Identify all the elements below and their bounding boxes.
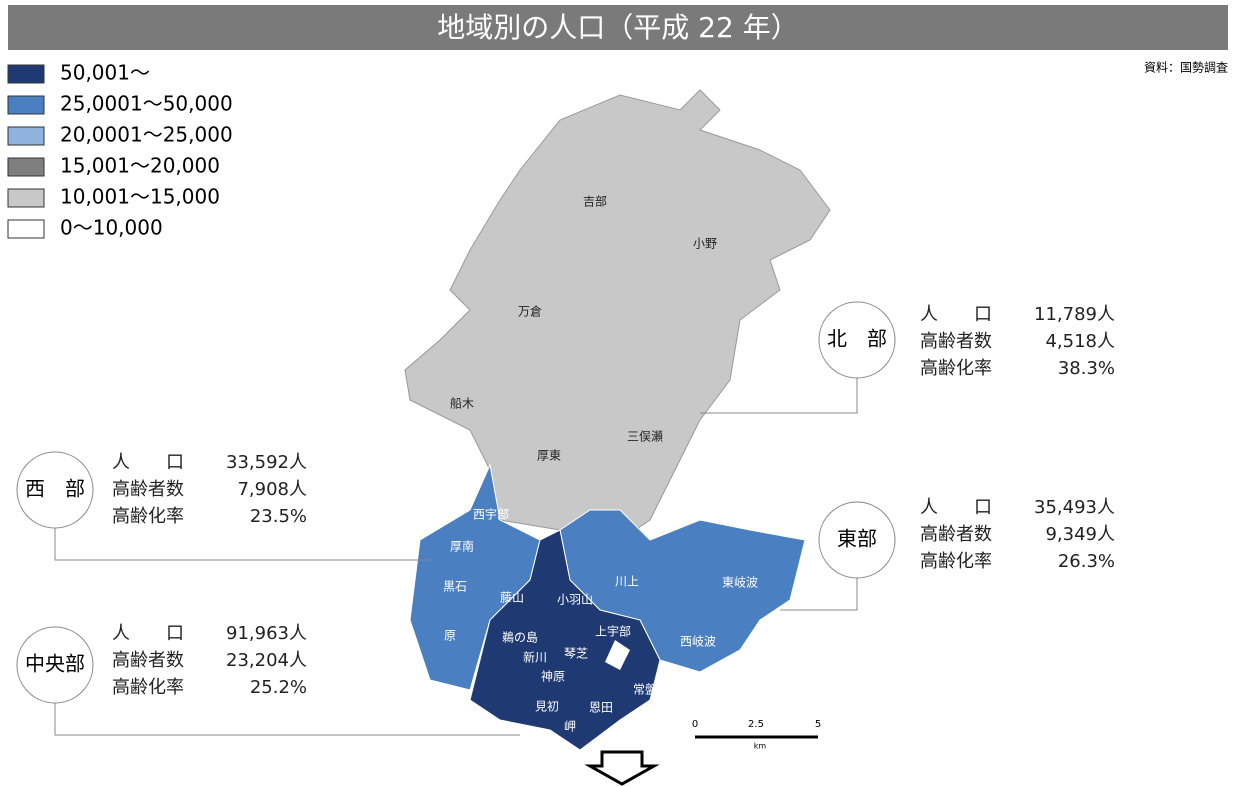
leader-line	[780, 578, 858, 611]
source: 資料：国勢調査	[1144, 60, 1228, 75]
scale-bar: 0 2.5 5 km	[692, 719, 821, 751]
stat-label: 高齢者数	[920, 524, 992, 545]
central-region	[469, 529, 661, 751]
stat-value: 7,908人	[237, 479, 307, 500]
place-label: 原	[444, 629, 456, 643]
region-circle	[818, 501, 896, 579]
place-label: 船木	[450, 397, 474, 411]
legend-swatch	[7, 95, 45, 115]
legend-label: 25,0001～50,000	[60, 92, 233, 116]
stat-label: 高齢者数	[112, 479, 184, 500]
scale-unit: km	[754, 742, 767, 751]
place-label: 新川	[523, 650, 547, 665]
map	[404, 89, 831, 751]
place-label: 東岐波	[722, 576, 758, 590]
legend-swatch	[7, 219, 45, 239]
scale-tick: 2.5	[748, 719, 764, 730]
stat-value: 35,493人	[1034, 497, 1115, 518]
legend: 50,001～ 25,0001～50,000 20,0001～25,000 15,00…	[7, 61, 233, 240]
stat-label: 高齢化率	[112, 506, 184, 527]
legend-label: 0～10,000	[60, 216, 163, 240]
place-label: 三俣瀬	[627, 430, 663, 444]
place-label: 万倉	[518, 304, 542, 319]
region-name: 東部	[837, 527, 877, 551]
scale-tick: 5	[815, 719, 821, 730]
stat-value: 25.2%	[250, 677, 307, 698]
stat-value: 38.3%	[1058, 358, 1115, 379]
place-label: 鵜の島	[502, 630, 538, 645]
stat-label: 高齢化率	[920, 358, 992, 379]
place-label: 西岐波	[680, 635, 716, 649]
lake	[605, 640, 630, 670]
place-label: 西宇部	[473, 507, 509, 522]
place-label: 恩田	[589, 701, 613, 715]
place-label: 常盤	[633, 683, 657, 697]
title: 地域別の人口（平成 22 年）	[437, 11, 798, 44]
stat-value: 33,592人	[226, 452, 307, 473]
place-label: 小野	[693, 237, 717, 251]
stat-label: 高齢者数	[920, 331, 992, 352]
place-label: 上宇部	[595, 624, 631, 639]
place-label: 吉部	[583, 194, 607, 209]
place-label: 岬	[564, 720, 576, 734]
stat-label: 高齢者数	[112, 650, 184, 671]
place-label: 川上	[615, 575, 639, 589]
region-circle	[818, 301, 896, 379]
stat-value: 26.3%	[1058, 551, 1115, 572]
legend-swatch	[7, 188, 45, 208]
place-label: 小羽山	[557, 593, 593, 607]
place-label: 厚東	[537, 449, 561, 463]
stat-value: 11,789人	[1034, 304, 1115, 325]
legend-label: 20,0001～25,000	[60, 123, 233, 147]
title-bar	[8, 5, 1228, 50]
region-name: 中央部	[25, 652, 85, 676]
place-label: 藤山	[500, 591, 524, 605]
legend-swatch	[7, 157, 45, 177]
stat-label: 人 口	[112, 623, 184, 644]
leader-line	[700, 378, 858, 414]
stat-value: 23,204人	[226, 650, 307, 671]
scale-tick: 0	[692, 719, 698, 730]
region-name: 北 部	[827, 327, 887, 351]
leader-line	[54, 528, 430, 561]
place-label: 厚南	[450, 539, 474, 554]
legend-label: 50,001～	[60, 61, 150, 85]
legend-swatch	[7, 64, 45, 84]
stat-value: 4,518人	[1045, 331, 1115, 352]
legend-label: 15,001～20,000	[60, 154, 220, 178]
north-region	[404, 89, 831, 541]
place-label: 琴芝	[564, 646, 588, 661]
west-region	[409, 463, 541, 691]
legend-label: 10,001～15,000	[60, 185, 220, 209]
down-arrow	[584, 750, 660, 786]
region-circle	[16, 626, 94, 704]
stat-label: 高齢化率	[920, 551, 992, 572]
place-label: 見初	[535, 700, 559, 714]
region-name: 西 部	[25, 477, 85, 501]
place-label: 黒石	[443, 580, 467, 594]
stat-label: 人 口	[112, 452, 184, 473]
region-circle	[16, 451, 94, 529]
legend-swatch	[7, 126, 45, 146]
leader-line	[54, 703, 520, 736]
place-label: 神原	[541, 670, 565, 684]
stat-value: 9,349人	[1045, 524, 1115, 545]
stat-value: 23.5%	[250, 506, 307, 527]
stat-label: 人 口	[920, 497, 992, 518]
stat-value: 91,963人	[226, 623, 307, 644]
stat-label: 人 口	[920, 304, 992, 325]
stat-label: 高齢化率	[112, 677, 184, 698]
